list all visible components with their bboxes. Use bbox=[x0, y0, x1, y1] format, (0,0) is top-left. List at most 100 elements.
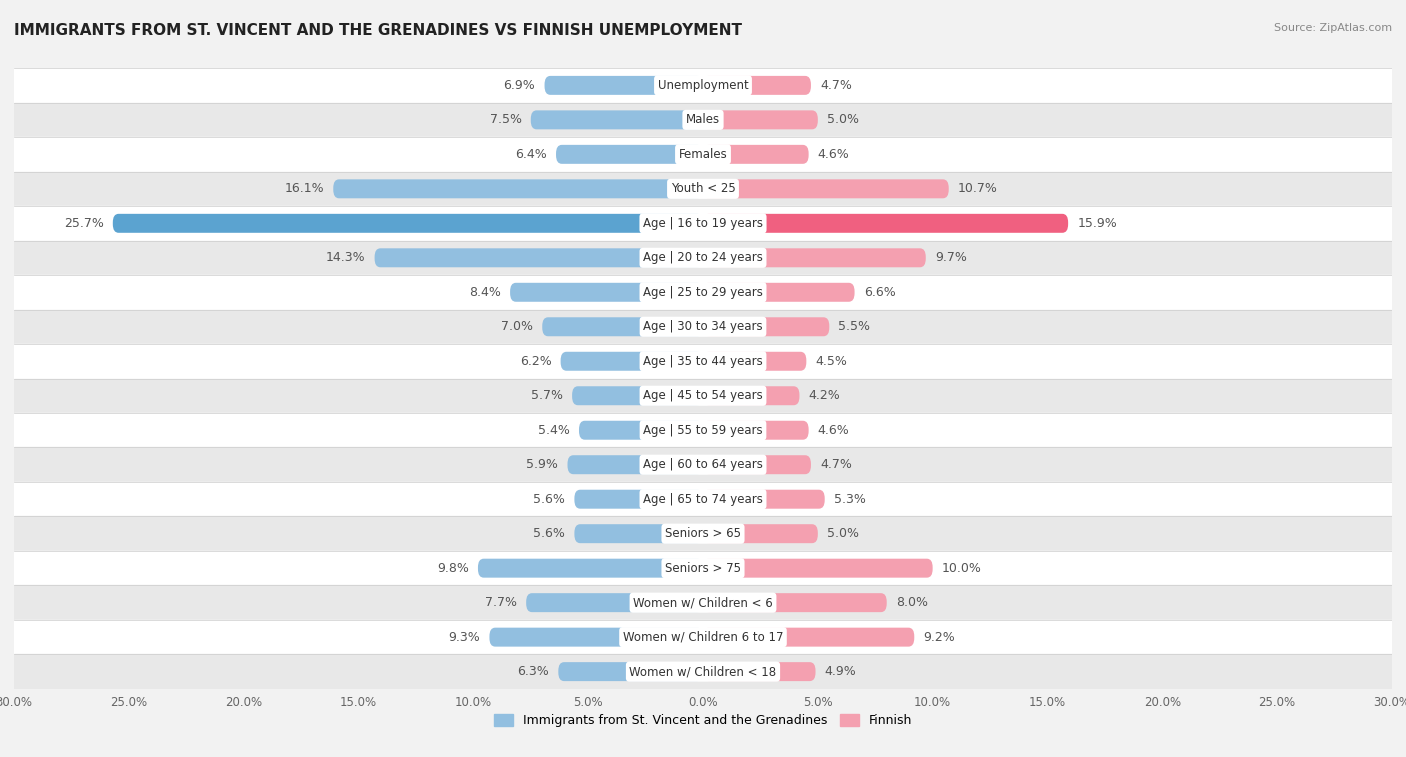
Text: 15.9%: 15.9% bbox=[1077, 217, 1118, 230]
Bar bbox=[14, 310, 1392, 344]
Text: 25.7%: 25.7% bbox=[63, 217, 104, 230]
Text: Age | 20 to 24 years: Age | 20 to 24 years bbox=[643, 251, 763, 264]
FancyBboxPatch shape bbox=[703, 179, 949, 198]
Text: 5.6%: 5.6% bbox=[533, 527, 565, 540]
Text: 5.6%: 5.6% bbox=[533, 493, 565, 506]
Text: Age | 55 to 59 years: Age | 55 to 59 years bbox=[643, 424, 763, 437]
FancyBboxPatch shape bbox=[575, 490, 703, 509]
Bar bbox=[14, 654, 1392, 689]
Text: Source: ZipAtlas.com: Source: ZipAtlas.com bbox=[1274, 23, 1392, 33]
FancyBboxPatch shape bbox=[579, 421, 703, 440]
FancyBboxPatch shape bbox=[572, 386, 703, 405]
Bar bbox=[14, 344, 1392, 378]
Text: IMMIGRANTS FROM ST. VINCENT AND THE GRENADINES VS FINNISH UNEMPLOYMENT: IMMIGRANTS FROM ST. VINCENT AND THE GREN… bbox=[14, 23, 742, 38]
Bar bbox=[14, 68, 1392, 103]
Text: Women w/ Children < 18: Women w/ Children < 18 bbox=[630, 665, 776, 678]
Text: Seniors > 75: Seniors > 75 bbox=[665, 562, 741, 575]
Text: 4.5%: 4.5% bbox=[815, 355, 848, 368]
Text: 4.7%: 4.7% bbox=[820, 79, 852, 92]
Bar bbox=[14, 447, 1392, 482]
FancyBboxPatch shape bbox=[703, 111, 818, 129]
Text: 9.3%: 9.3% bbox=[449, 631, 481, 643]
FancyBboxPatch shape bbox=[543, 317, 703, 336]
Bar bbox=[14, 275, 1392, 310]
Text: 6.9%: 6.9% bbox=[503, 79, 536, 92]
FancyBboxPatch shape bbox=[703, 593, 887, 612]
FancyBboxPatch shape bbox=[374, 248, 703, 267]
FancyBboxPatch shape bbox=[703, 145, 808, 164]
Text: Age | 16 to 19 years: Age | 16 to 19 years bbox=[643, 217, 763, 230]
FancyBboxPatch shape bbox=[510, 283, 703, 302]
Text: Women w/ Children 6 to 17: Women w/ Children 6 to 17 bbox=[623, 631, 783, 643]
Bar bbox=[14, 172, 1392, 206]
Text: 7.5%: 7.5% bbox=[489, 114, 522, 126]
Text: Seniors > 65: Seniors > 65 bbox=[665, 527, 741, 540]
FancyBboxPatch shape bbox=[703, 662, 815, 681]
FancyBboxPatch shape bbox=[333, 179, 703, 198]
FancyBboxPatch shape bbox=[703, 559, 932, 578]
FancyBboxPatch shape bbox=[568, 455, 703, 474]
FancyBboxPatch shape bbox=[555, 145, 703, 164]
FancyBboxPatch shape bbox=[703, 628, 914, 646]
FancyBboxPatch shape bbox=[703, 490, 825, 509]
Text: Males: Males bbox=[686, 114, 720, 126]
Bar bbox=[14, 620, 1392, 654]
FancyBboxPatch shape bbox=[703, 76, 811, 95]
Text: Age | 30 to 34 years: Age | 30 to 34 years bbox=[643, 320, 763, 333]
Bar bbox=[14, 482, 1392, 516]
Text: Females: Females bbox=[679, 148, 727, 160]
Text: 6.2%: 6.2% bbox=[520, 355, 551, 368]
Text: 4.9%: 4.9% bbox=[825, 665, 856, 678]
Bar bbox=[14, 378, 1392, 413]
Bar bbox=[14, 585, 1392, 620]
FancyBboxPatch shape bbox=[703, 352, 807, 371]
Text: 10.0%: 10.0% bbox=[942, 562, 981, 575]
FancyBboxPatch shape bbox=[703, 455, 811, 474]
Bar bbox=[14, 137, 1392, 172]
Bar bbox=[14, 206, 1392, 241]
Text: 9.2%: 9.2% bbox=[924, 631, 955, 643]
FancyBboxPatch shape bbox=[558, 662, 703, 681]
FancyBboxPatch shape bbox=[561, 352, 703, 371]
Text: Age | 45 to 54 years: Age | 45 to 54 years bbox=[643, 389, 763, 402]
FancyBboxPatch shape bbox=[526, 593, 703, 612]
Bar bbox=[14, 516, 1392, 551]
FancyBboxPatch shape bbox=[703, 386, 800, 405]
Text: 5.0%: 5.0% bbox=[827, 114, 859, 126]
FancyBboxPatch shape bbox=[703, 283, 855, 302]
FancyBboxPatch shape bbox=[703, 524, 818, 544]
Text: 4.2%: 4.2% bbox=[808, 389, 841, 402]
Text: 9.8%: 9.8% bbox=[437, 562, 468, 575]
FancyBboxPatch shape bbox=[489, 628, 703, 646]
Text: 5.4%: 5.4% bbox=[538, 424, 569, 437]
Bar bbox=[14, 551, 1392, 585]
Text: 14.3%: 14.3% bbox=[326, 251, 366, 264]
Text: 8.0%: 8.0% bbox=[896, 597, 928, 609]
Text: 8.4%: 8.4% bbox=[470, 286, 501, 299]
FancyBboxPatch shape bbox=[703, 421, 808, 440]
FancyBboxPatch shape bbox=[575, 524, 703, 544]
Text: 6.3%: 6.3% bbox=[517, 665, 550, 678]
FancyBboxPatch shape bbox=[544, 76, 703, 95]
Bar bbox=[14, 241, 1392, 275]
Text: 10.7%: 10.7% bbox=[957, 182, 998, 195]
FancyBboxPatch shape bbox=[478, 559, 703, 578]
Text: 5.0%: 5.0% bbox=[827, 527, 859, 540]
Bar bbox=[14, 103, 1392, 137]
FancyBboxPatch shape bbox=[703, 248, 925, 267]
FancyBboxPatch shape bbox=[703, 213, 1069, 233]
Text: Age | 35 to 44 years: Age | 35 to 44 years bbox=[643, 355, 763, 368]
Text: Unemployment: Unemployment bbox=[658, 79, 748, 92]
Text: Age | 65 to 74 years: Age | 65 to 74 years bbox=[643, 493, 763, 506]
Text: Age | 25 to 29 years: Age | 25 to 29 years bbox=[643, 286, 763, 299]
Text: 5.5%: 5.5% bbox=[838, 320, 870, 333]
Legend: Immigrants from St. Vincent and the Grenadines, Finnish: Immigrants from St. Vincent and the Gren… bbox=[489, 709, 917, 732]
Text: 5.9%: 5.9% bbox=[526, 458, 558, 471]
FancyBboxPatch shape bbox=[531, 111, 703, 129]
Text: 4.6%: 4.6% bbox=[818, 424, 849, 437]
FancyBboxPatch shape bbox=[112, 213, 703, 233]
Text: 7.7%: 7.7% bbox=[485, 597, 517, 609]
Text: Youth < 25: Youth < 25 bbox=[671, 182, 735, 195]
Text: Women w/ Children < 6: Women w/ Children < 6 bbox=[633, 597, 773, 609]
Text: 16.1%: 16.1% bbox=[284, 182, 323, 195]
